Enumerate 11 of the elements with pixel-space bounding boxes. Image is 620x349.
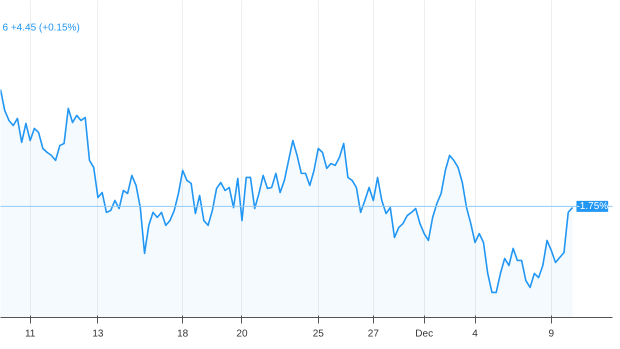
x-tick-label: 13 (92, 328, 104, 340)
annotation: -1.75% (576, 200, 608, 212)
x-tick-label: 11 (24, 328, 36, 340)
x-tick-label: Dec (415, 328, 434, 340)
x-tick-label: 25 (312, 328, 324, 340)
text: 6 +4.45 (+0.15%) (2, 22, 80, 34)
x-tick-label: 18 (177, 328, 189, 340)
x-tick-label: 20 (236, 328, 248, 340)
x-tick-label: 4 (472, 328, 478, 340)
x-tick-label: 27 (368, 328, 380, 340)
x-tick-label: 9 (548, 328, 554, 340)
